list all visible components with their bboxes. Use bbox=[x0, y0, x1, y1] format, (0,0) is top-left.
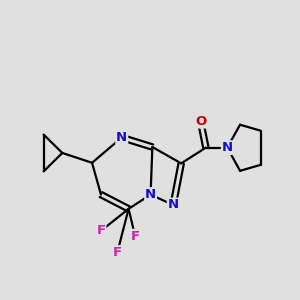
Text: N: N bbox=[222, 141, 233, 154]
Text: N: N bbox=[168, 199, 179, 212]
Text: F: F bbox=[113, 246, 122, 259]
Text: F: F bbox=[130, 230, 140, 243]
Text: N: N bbox=[145, 188, 156, 201]
Text: N: N bbox=[116, 131, 127, 144]
Text: F: F bbox=[96, 224, 106, 237]
Text: O: O bbox=[195, 115, 206, 128]
